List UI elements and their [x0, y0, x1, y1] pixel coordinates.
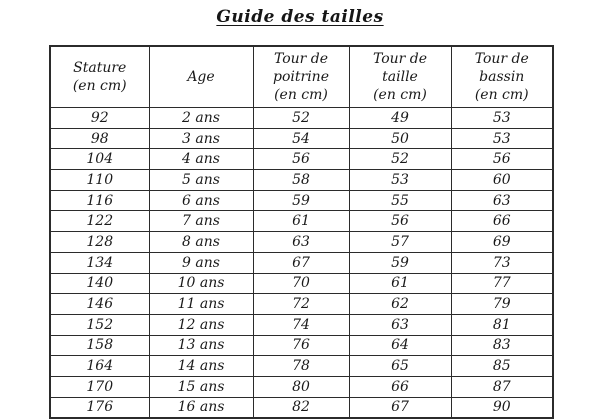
table-cell: 110: [49, 169, 150, 191]
table-row: 128 8 ans 63 57 69: [49, 231, 554, 253]
col-header-stature: Stature (en cm): [49, 45, 150, 108]
table-cell: 56: [348, 210, 452, 233]
table-cell: 53: [450, 107, 554, 129]
table-row: 158 13 ans 76 64 83: [49, 334, 554, 357]
table-cell: 104: [49, 148, 150, 171]
table-cell: 146: [49, 293, 150, 315]
table-cell: 5 ans: [148, 169, 254, 191]
table-cell: 62: [348, 293, 452, 315]
table-cell: 65: [348, 355, 452, 377]
table-cell: 12 ans: [148, 313, 254, 336]
table-row: 152 12 ans 74 63 81: [49, 313, 554, 336]
table-cell: 52: [348, 148, 452, 171]
table-row: 122 7 ans 61 56 66: [49, 210, 554, 233]
table-cell: 55: [348, 189, 452, 212]
table-cell: 52: [252, 107, 350, 129]
table-cell: 152: [49, 313, 150, 336]
table-cell: 72: [252, 293, 350, 315]
table-cell: 77: [450, 272, 554, 295]
table-header-row: Stature (en cm) Age Tour de poitrine (en…: [49, 45, 554, 108]
table-cell: 53: [450, 127, 554, 150]
size-table-body: 92 2 ans 52 49 53 98 3 ans 54 50 53 104 4 ans 56 52 56…: [49, 107, 554, 419]
table-cell: 61: [348, 272, 452, 295]
table-row: 98 3 ans 54 50 53: [49, 127, 554, 150]
table-cell: 63: [348, 313, 452, 336]
table-cell: 59: [348, 251, 452, 274]
table-row: 92 2 ans 52 49 53: [49, 107, 554, 129]
col-header-bassin: Tour de bassin (en cm): [450, 45, 554, 108]
size-guide-table: Stature (en cm) Age Tour de poitrine (en…: [49, 45, 554, 419]
table-cell: 11 ans: [148, 293, 254, 315]
table-cell: 79: [450, 293, 554, 315]
table-cell: 70: [252, 272, 350, 295]
table-cell: 58: [252, 169, 350, 191]
table-cell: 8 ans: [148, 231, 254, 253]
table-cell: 7 ans: [148, 210, 254, 233]
table-cell: 80: [252, 375, 350, 398]
page-title: Guide des tailles: [216, 7, 384, 27]
table-row: 116 6 ans 59 55 63: [49, 189, 554, 212]
table-cell: 63: [450, 189, 554, 212]
table-cell: 57: [348, 231, 452, 253]
table-cell: 15 ans: [148, 375, 254, 398]
table-cell: 164: [49, 355, 150, 377]
table-cell: 81: [450, 313, 554, 336]
table-cell: 64: [348, 334, 452, 357]
table-cell: 87: [450, 375, 554, 398]
table-cell: 67: [348, 396, 452, 419]
table-row: 164 14 ans 78 65 85: [49, 355, 554, 377]
table-cell: 63: [252, 231, 350, 253]
table-cell: 13 ans: [148, 334, 254, 357]
table-cell: 176: [49, 396, 150, 419]
table-row: 140 10 ans 70 61 77: [49, 272, 554, 295]
table-cell: 59: [252, 189, 350, 212]
table-cell: 98: [49, 127, 150, 150]
table-cell: 66: [348, 375, 452, 398]
table-cell: 6 ans: [148, 189, 254, 212]
col-header-poitrine: Tour de poitrine (en cm): [252, 45, 350, 108]
table-row: 170 15 ans 80 66 87: [49, 375, 554, 398]
table-cell: 158: [49, 334, 150, 357]
table-cell: 73: [450, 251, 554, 274]
table-cell: 54: [252, 127, 350, 150]
table-cell: 122: [49, 210, 150, 233]
table-cell: 53: [348, 169, 452, 191]
table-cell: 2 ans: [148, 107, 254, 129]
table-cell: 56: [252, 148, 350, 171]
table-cell: 78: [252, 355, 350, 377]
table-cell: 116: [49, 189, 150, 212]
table-cell: 10 ans: [148, 272, 254, 295]
table-cell: 83: [450, 334, 554, 357]
table-cell: 134: [49, 251, 150, 274]
table-cell: 49: [348, 107, 452, 129]
table-cell: 14 ans: [148, 355, 254, 377]
table-cell: 76: [252, 334, 350, 357]
table-cell: 61: [252, 210, 350, 233]
table-cell: 170: [49, 375, 150, 398]
col-header-taille: Tour de taille (en cm): [348, 45, 452, 108]
table-cell: 66: [450, 210, 554, 233]
table-cell: 92: [49, 107, 150, 129]
col-header-age: Age: [148, 45, 254, 108]
table-cell: 3 ans: [148, 127, 254, 150]
table-row: 134 9 ans 67 59 73: [49, 251, 554, 274]
table-cell: 69: [450, 231, 554, 253]
table-row: 104 4 ans 56 52 56: [49, 148, 554, 171]
table-cell: 85: [450, 355, 554, 377]
table-cell: 50: [348, 127, 452, 150]
table-cell: 60: [450, 169, 554, 191]
table-cell: 90: [450, 396, 554, 419]
table-cell: 16 ans: [148, 396, 254, 419]
table-cell: 67: [252, 251, 350, 274]
table-row: 110 5 ans 58 53 60: [49, 169, 554, 191]
table-cell: 140: [49, 272, 150, 295]
table-row: 176 16 ans 82 67 90: [49, 396, 554, 419]
table-cell: 9 ans: [148, 251, 254, 274]
table-cell: 128: [49, 231, 150, 253]
table-cell: 74: [252, 313, 350, 336]
table-cell: 4 ans: [148, 148, 254, 171]
table-row: 146 11 ans 72 62 79: [49, 293, 554, 315]
table-cell: 82: [252, 396, 350, 419]
table-cell: 56: [450, 148, 554, 171]
